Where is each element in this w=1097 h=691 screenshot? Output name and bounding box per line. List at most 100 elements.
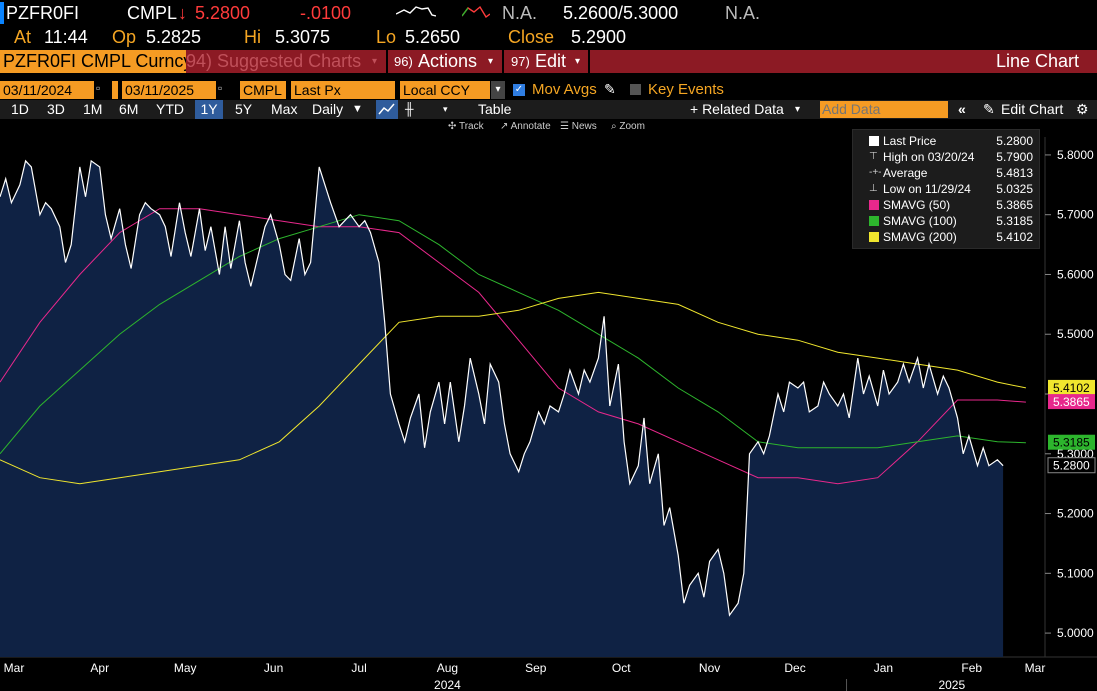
y-tick-label: 5.7000	[1057, 208, 1094, 222]
size-na: N.A.	[725, 3, 761, 23]
legend-smavg-50: SMAVG (50) 5.3865	[861, 197, 1039, 213]
low-label: Lo	[376, 27, 397, 47]
date-separator	[112, 81, 118, 99]
price-area	[0, 160, 1004, 657]
pricing-source: CMPL	[127, 3, 178, 23]
actions-menu[interactable]: Actions	[418, 51, 478, 71]
axis-value-tag: 5.4102	[1048, 379, 1095, 395]
chart-legend[interactable]: Last Price 5.2800 ⊤ High on 03/20/24 5.7…	[852, 129, 1040, 249]
start-date-field[interactable]: 03/11/2024	[0, 81, 94, 99]
chart-type-arrow-icon[interactable]: ▾	[443, 104, 448, 114]
axis-value-tag: 5.3185	[1048, 434, 1095, 450]
y-tick-label: 5.1000	[1057, 566, 1094, 580]
pencil-icon[interactable]: ✎	[983, 101, 995, 117]
axis-value-tag: 5.3865	[1048, 394, 1095, 410]
dropdown-arrow-icon: ▾	[372, 56, 378, 67]
x-tick-label: Aug	[437, 661, 458, 675]
high-value: 5.3075	[275, 27, 331, 47]
legend-value: 5.3185	[996, 214, 1033, 228]
x-tick-label: Nov	[699, 661, 720, 675]
range-1m[interactable]: 1M	[83, 101, 103, 117]
legend-swatch	[869, 232, 879, 242]
calendar-icon[interactable]: ▫	[218, 81, 223, 95]
range-toolbar: 1D 3D 1M 6M YTD 1Y 5Y Max Daily ▼ ╫ ▾ Ta…	[0, 100, 1097, 119]
down-arrow-icon: ↓	[178, 3, 187, 23]
field-selector[interactable]: Last Px	[291, 81, 395, 99]
currency-dropdown-icon[interactable]: ▾	[491, 81, 505, 99]
actions-number: 96)	[394, 54, 413, 69]
track-tool[interactable]: ✣ Track	[448, 121, 484, 132]
table-button[interactable]: Table	[478, 101, 512, 117]
y-tick-label: 5.5000	[1057, 327, 1094, 341]
axis-tag-background	[1048, 434, 1095, 450]
x-tick-label: Sep	[525, 661, 547, 675]
series-line-smavg-100	[0, 214, 1026, 455]
x-tick-label: Mar	[4, 661, 25, 675]
range-1d[interactable]: 1D	[11, 101, 29, 117]
end-date-field[interactable]: 03/11/2025	[122, 81, 216, 99]
legend-last-price: Last Price 5.2800	[861, 133, 1039, 149]
range-3d[interactable]: 3D	[47, 101, 65, 117]
mov-avgs-label: Mov Avgs	[532, 81, 597, 98]
legend-swatch	[869, 216, 879, 226]
legend-value: 5.0325	[996, 182, 1033, 196]
edit-chart-button[interactable]: Edit Chart	[1001, 101, 1064, 117]
security-field[interactable]: PZFR0FI CMPL Curncy	[0, 50, 186, 73]
line-chart-icon[interactable]	[376, 100, 398, 119]
x-tick-label: May	[174, 661, 197, 675]
axis-tag-value: 5.3865	[1053, 395, 1090, 409]
menu-divider	[502, 50, 504, 73]
frequency-arrow-icon: ▼	[352, 103, 363, 115]
gear-icon[interactable]: ⚙	[1076, 101, 1089, 117]
key-events-label: Key Events	[648, 81, 724, 98]
range-5y[interactable]: 5Y	[235, 101, 253, 117]
news-tool[interactable]: ☰ News	[560, 121, 597, 132]
suggested-charts-menu[interactable]: 94) Suggested Charts	[186, 51, 362, 71]
legend-low: ⊥ Low on 11/29/24 5.0325	[861, 181, 1039, 197]
open-label: Op	[112, 27, 137, 47]
source-field[interactable]: CMPL	[240, 81, 286, 99]
pencil-icon[interactable]: ✎	[604, 81, 616, 97]
range-max[interactable]: Max	[271, 101, 298, 117]
legend-value: 5.4102	[996, 230, 1033, 244]
related-data-button[interactable]: + Related Data	[690, 101, 784, 117]
frequency-selector[interactable]: Daily	[312, 101, 344, 117]
series-line-smavg-200	[0, 291, 1026, 485]
legend-value: 5.4813	[996, 166, 1033, 180]
candle-chart-icon[interactable]: ╫	[405, 102, 414, 116]
x-tick-label: Oct	[612, 661, 631, 675]
y-tick-label: 5.8000	[1057, 148, 1094, 162]
axis-value-tag: 5.2800	[1047, 457, 1096, 474]
mov-avgs-checkbox[interactable]: ✓	[513, 84, 525, 96]
legend-label: Low on 11/29/24	[883, 182, 971, 196]
range-1y[interactable]: 1Y	[195, 100, 223, 119]
close-label: Close	[508, 27, 555, 47]
axis-tag-background	[1047, 457, 1096, 474]
range-6m[interactable]: 6M	[119, 101, 139, 117]
legend-label: Average	[883, 166, 928, 180]
range-ytd[interactable]: YTD	[156, 101, 184, 117]
key-events-checkbox[interactable]	[630, 84, 641, 95]
low-marker-icon: ⊥	[869, 183, 878, 194]
axis-tag-background	[1048, 394, 1095, 410]
chart-type-title: Line Chart	[996, 51, 1080, 71]
add-data-input[interactable]	[820, 101, 948, 118]
volume-na: N.A.	[502, 3, 538, 23]
annotate-tool[interactable]: ↗ Annotate	[500, 121, 551, 132]
legend-smavg-100: SMAVG (100) 5.3185	[861, 213, 1039, 229]
edit-menu[interactable]: Edit	[535, 51, 567, 71]
legend-label: High on 03/20/24	[883, 150, 975, 164]
legend-high: ⊤ High on 03/20/24 5.7900	[861, 149, 1039, 165]
menu-bar: PZFR0FI CMPL Curncy 94) Suggested Charts…	[0, 50, 1097, 73]
trend-sparkline-icon	[462, 5, 490, 19]
currency-selector[interactable]: Local CCY	[400, 81, 490, 99]
x-tick-label: Dec	[784, 661, 805, 675]
calendar-icon[interactable]: ▫	[96, 81, 101, 95]
x-tick-label: Apr	[90, 661, 109, 675]
axis-tag-background	[1048, 379, 1095, 395]
zoom-tool[interactable]: ⌕ Zoom	[611, 121, 645, 132]
collapse-icon[interactable]: «	[958, 101, 966, 117]
legend-smavg-200: SMAVG (200) 5.4102	[861, 229, 1039, 245]
series-line-last-price	[0, 159, 1004, 617]
ticker[interactable]: PZFR0FI	[6, 3, 80, 23]
